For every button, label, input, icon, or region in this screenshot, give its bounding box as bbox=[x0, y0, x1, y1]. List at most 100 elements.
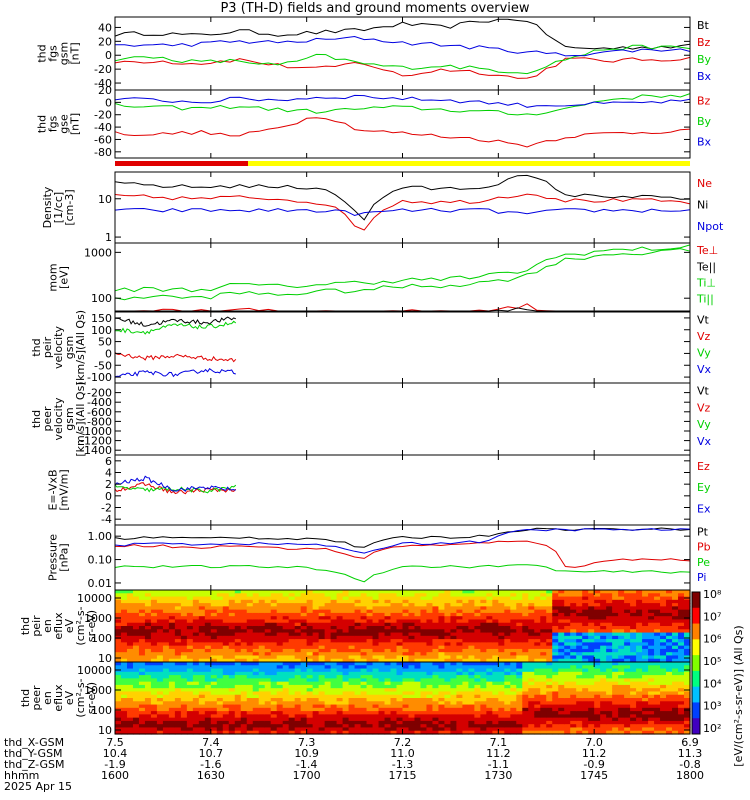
spectrogram-cell bbox=[330, 655, 338, 660]
spectrogram-cell bbox=[678, 662, 685, 666]
spectrogram-cell bbox=[444, 694, 452, 699]
spectrogram-cell bbox=[264, 681, 272, 686]
spectrogram-cell bbox=[648, 612, 655, 617]
spectrogram-cell bbox=[198, 714, 206, 719]
spectrogram-cell bbox=[648, 616, 655, 621]
spectrogram-cell bbox=[678, 642, 685, 647]
spectrogram-cell bbox=[486, 727, 493, 732]
spectrogram-cell bbox=[600, 707, 607, 712]
spectrogram-cell bbox=[504, 632, 511, 637]
spectrogram-cell bbox=[534, 665, 541, 670]
spectrogram-cell bbox=[522, 724, 529, 729]
spectrogram-cell bbox=[588, 642, 595, 647]
spectrogram-cell bbox=[120, 704, 128, 709]
spectrogram-cell bbox=[408, 596, 416, 601]
footer-value: 1700 bbox=[293, 769, 321, 782]
spectrogram-cell bbox=[162, 724, 170, 729]
spectrogram-cell bbox=[672, 701, 679, 706]
spectrogram-cell bbox=[216, 681, 224, 686]
spectrogram-cell bbox=[414, 655, 422, 660]
spectrogram-cell bbox=[384, 639, 392, 643]
spectrogram-cell bbox=[115, 701, 122, 706]
spectrogram-cell bbox=[660, 648, 667, 653]
spectrogram-cell bbox=[246, 590, 254, 594]
spectrogram-cell bbox=[150, 714, 158, 719]
spectrogram-cell bbox=[612, 681, 619, 686]
legend-Ey: Ey bbox=[697, 481, 711, 494]
spectrogram-cell bbox=[258, 701, 266, 706]
spectrogram-cell bbox=[648, 658, 655, 663]
spectrogram-cell bbox=[294, 684, 302, 689]
spectrogram-cell bbox=[378, 668, 386, 673]
spectrogram-cell bbox=[264, 720, 272, 725]
spectrogram-cell bbox=[498, 593, 505, 598]
spectrogram-cell bbox=[546, 622, 553, 627]
spectrogram-cell bbox=[492, 655, 499, 660]
spectrogram-cell bbox=[510, 603, 517, 607]
spectrogram-cell bbox=[534, 619, 541, 624]
spectrogram-cell bbox=[456, 668, 463, 673]
spectrogram-cell bbox=[264, 688, 272, 693]
spectrogram-cell bbox=[228, 698, 236, 702]
spectrogram-cell bbox=[336, 652, 344, 657]
spectrogram-cell bbox=[372, 590, 380, 594]
spectrogram-cell bbox=[396, 704, 404, 709]
spectrogram-cell bbox=[624, 691, 631, 696]
spectrogram-cell bbox=[348, 684, 356, 689]
spectrogram-cell bbox=[540, 619, 547, 624]
spectrogram-cell bbox=[450, 645, 458, 650]
spectrogram-cell bbox=[612, 593, 619, 598]
spectrogram-cell bbox=[324, 603, 332, 607]
spectrogram-cell bbox=[600, 717, 607, 722]
spectrogram-cell bbox=[258, 590, 266, 594]
spectrogram-cell bbox=[486, 642, 493, 647]
spectrogram-cell bbox=[540, 632, 547, 637]
spectrogram-cell bbox=[474, 596, 481, 601]
spectrogram-cell bbox=[360, 632, 368, 637]
spectrogram-cell bbox=[450, 648, 458, 653]
spectrogram-cell bbox=[192, 678, 200, 683]
spectrogram-cell bbox=[606, 714, 613, 719]
spectrogram-cell bbox=[510, 694, 517, 699]
spectrogram-cell bbox=[678, 730, 685, 735]
spectrogram-cell bbox=[396, 691, 404, 696]
spectrogram-cell bbox=[420, 629, 428, 634]
spectrogram-cell bbox=[306, 612, 314, 617]
spectrogram-cell bbox=[222, 652, 230, 657]
spectrogram-cell bbox=[510, 632, 517, 637]
spectrogram-cell bbox=[510, 658, 517, 663]
spectrogram-cell bbox=[216, 655, 224, 660]
spectrogram-cell bbox=[120, 701, 128, 706]
spectrogram-cell bbox=[192, 593, 200, 598]
spectrogram-cell bbox=[234, 678, 242, 683]
spectrogram-cell bbox=[240, 590, 248, 594]
spectrogram-cell bbox=[534, 688, 541, 693]
spectrogram-cell bbox=[426, 684, 434, 689]
spectrogram-cell bbox=[414, 688, 422, 693]
spectrogram-cell bbox=[198, 632, 206, 637]
spectrogram-cell bbox=[240, 714, 248, 719]
spectrogram-cell bbox=[138, 717, 146, 722]
spectrogram-cell bbox=[468, 668, 475, 673]
spectrogram-cell bbox=[636, 642, 643, 647]
spectrogram-cell bbox=[288, 652, 296, 657]
spectrogram-cell bbox=[438, 652, 446, 657]
spectrogram-cell bbox=[252, 642, 260, 647]
spectrogram-cell bbox=[258, 658, 266, 663]
spectrogram-cell bbox=[264, 707, 272, 712]
spectrogram-cell bbox=[546, 632, 553, 637]
spectrogram-cell bbox=[420, 681, 428, 686]
spectrogram-cell bbox=[162, 599, 170, 604]
spectrogram-cell bbox=[468, 596, 475, 601]
spectrogram-cell bbox=[306, 626, 314, 630]
spectrogram-cell bbox=[162, 727, 170, 732]
spectrogram-cell bbox=[408, 606, 416, 611]
spectrogram-cell bbox=[306, 652, 314, 657]
spectrogram-cell bbox=[162, 642, 170, 647]
spectrogram-cell bbox=[192, 714, 200, 719]
spectrogram-cell bbox=[390, 701, 398, 706]
spectrogram-cell bbox=[576, 678, 583, 683]
spectrogram-cell bbox=[162, 612, 170, 617]
spectrogram-cell bbox=[294, 727, 302, 732]
spectrogram-cell bbox=[582, 622, 589, 627]
